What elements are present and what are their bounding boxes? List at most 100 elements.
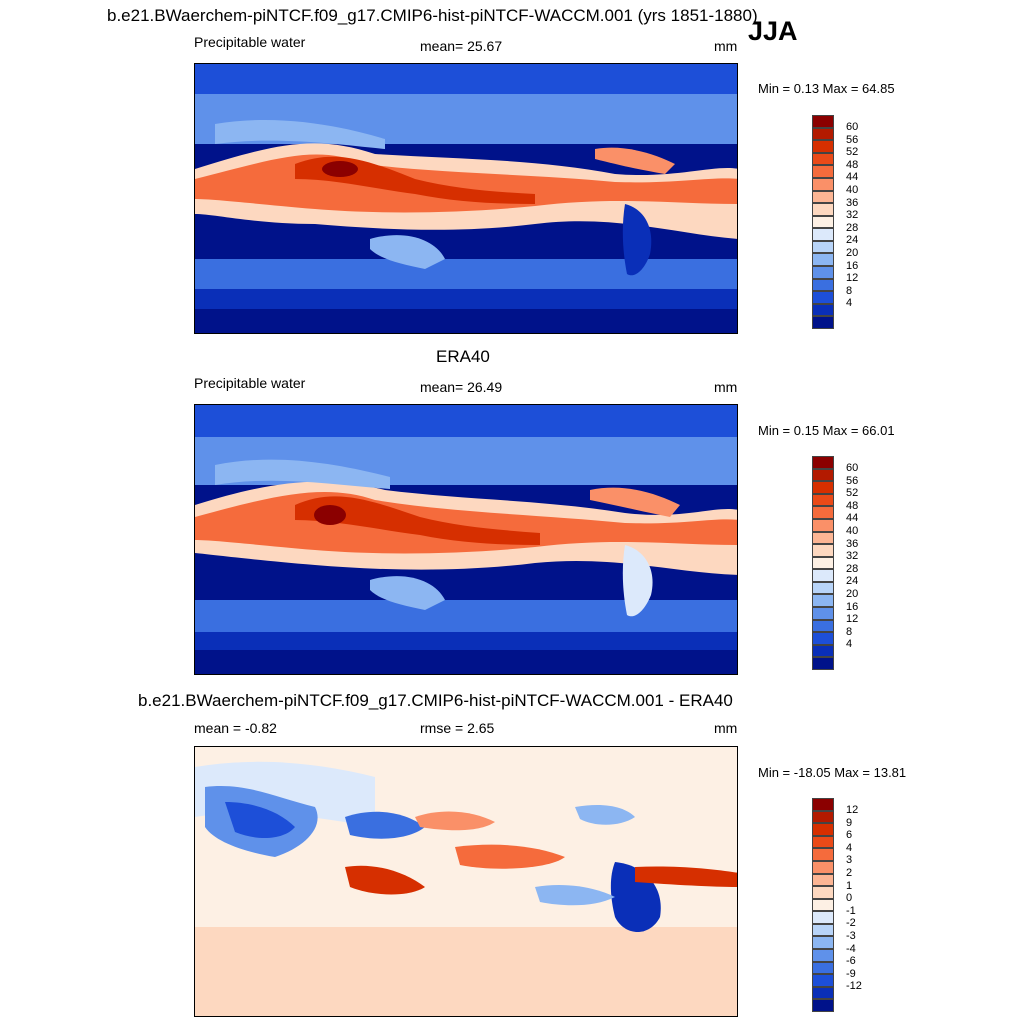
colorbar-label: 44 [846, 171, 859, 184]
colorbar-swatch [812, 203, 834, 216]
colorbar-swatch [812, 860, 834, 874]
colorbar-label: 1 [846, 879, 853, 892]
colorbar-label: -3 [846, 929, 856, 942]
colorbar-label: 24 [846, 234, 859, 247]
panel1-map [194, 63, 738, 334]
panel3-title: b.e21.BWaerchem-piNTCF.f09_g17.CMIP6-his… [138, 691, 733, 710]
colorbar-label: 3 [846, 854, 853, 867]
colorbar-swatch [812, 848, 834, 861]
colorbar-swatch [812, 140, 834, 153]
panel3-rmse-label: rmse = 2.65 [420, 720, 495, 736]
colorbar-swatch [812, 253, 834, 267]
panel2-variable-label: Precipitable water [194, 375, 306, 391]
colorbar-label: 0 [846, 892, 853, 905]
colorbar-swatch [812, 581, 834, 595]
colorbar-swatch [812, 115, 834, 128]
colorbar-label: 28 [846, 221, 859, 234]
colorbar-label: 56 [846, 474, 859, 487]
colorbar-swatch [812, 949, 834, 962]
colorbar-swatch [812, 177, 834, 191]
colorbar-swatch [812, 303, 834, 317]
panel2-units-label: mm [714, 379, 738, 395]
colorbar-swatch [812, 569, 834, 582]
colorbar-swatch [812, 999, 834, 1012]
colorbar-swatch [812, 531, 834, 545]
colorbar-swatch [812, 594, 834, 608]
panel3-minmax: Min = -18.05 Max = 13.81 [758, 765, 907, 780]
panel3-mean-label: mean = -0.82 [194, 720, 277, 736]
colorbar-swatch [812, 923, 834, 937]
panel3-map [194, 746, 738, 1017]
colorbar-swatch [812, 607, 834, 620]
colorbar-label: 36 [846, 196, 859, 209]
colorbar-label: 12 [846, 613, 859, 626]
colorbar-swatch [812, 657, 834, 670]
colorbar-label: -1 [846, 904, 856, 917]
colorbar-swatch [812, 316, 834, 329]
colorbar-label: 20 [846, 246, 859, 259]
colorbar-label: 52 [846, 146, 859, 159]
colorbar-swatch [812, 506, 834, 519]
colorbar-label: 32 [846, 209, 859, 222]
colorbar-label: 60 [846, 462, 859, 475]
colorbar-swatch [812, 823, 834, 836]
colorbar-label: 24 [846, 575, 859, 588]
colorbar-swatch [812, 240, 834, 254]
colorbar-label: -12 [846, 980, 862, 993]
colorbar-label: -2 [846, 917, 856, 930]
panel1-title: b.e21.BWaerchem-piNTCF.f09_g17.CMIP6-his… [107, 6, 758, 25]
colorbar-swatch [812, 493, 834, 507]
colorbar-label: 8 [846, 284, 853, 297]
colorbar-swatch [812, 215, 834, 229]
colorbar-swatch [812, 127, 834, 141]
colorbar-label: 20 [846, 587, 859, 600]
panel1-units-label: mm [714, 38, 738, 54]
colorbar-swatch [812, 810, 834, 824]
panel1-minmax: Min = 0.13 Max = 64.85 [758, 81, 895, 96]
colorbar-swatch [812, 456, 834, 469]
colorbar-swatch [812, 481, 834, 494]
colorbar-swatch [812, 518, 834, 532]
colorbar-label: 4 [846, 297, 853, 310]
colorbar-label: 32 [846, 550, 859, 563]
colorbar-swatch [812, 278, 834, 292]
colorbar-label: 60 [846, 121, 859, 134]
panel2-mean-label: mean= 26.49 [420, 379, 503, 395]
colorbar-label: -6 [846, 955, 856, 968]
colorbar-swatch [812, 190, 834, 204]
colorbar-label: 6 [846, 829, 853, 842]
panel2-title: ERA40 [436, 347, 490, 366]
colorbar-swatch [812, 291, 834, 304]
colorbar-swatch [812, 911, 834, 924]
colorbar-label: 28 [846, 562, 859, 575]
colorbar-label: 36 [846, 537, 859, 550]
colorbar-swatch [812, 936, 834, 950]
colorbar-label: 9 [846, 816, 853, 829]
colorbar-swatch [812, 898, 834, 912]
colorbar-swatch [812, 468, 834, 482]
colorbar-label: 40 [846, 184, 859, 197]
colorbar-label: 2 [846, 867, 853, 880]
panel3-units-label: mm [714, 720, 738, 736]
colorbar-label: -4 [846, 942, 856, 955]
colorbar-swatch [812, 873, 834, 887]
colorbar-label: 44 [846, 512, 859, 525]
colorbar-swatch [812, 644, 834, 658]
colorbar-label: 4 [846, 841, 853, 854]
panel2-minmax: Min = 0.15 Max = 66.01 [758, 423, 895, 438]
colorbar-label: 8 [846, 625, 853, 638]
colorbar-label: 16 [846, 600, 859, 613]
panel2-map [194, 404, 738, 675]
colorbar-label: 12 [846, 804, 859, 817]
colorbar-swatch [812, 556, 834, 570]
colorbar-label: 4 [846, 638, 853, 651]
colorbar-label: 40 [846, 525, 859, 538]
colorbar-label: 52 [846, 487, 859, 500]
colorbar-swatch [812, 266, 834, 279]
panel3-colorbar: 12 9 6 4 3 2 1 0 -1 -2 -3 -4 -6 -9 -12 [812, 798, 862, 1012]
colorbar-swatch [812, 961, 834, 975]
colorbar-label: 56 [846, 133, 859, 146]
colorbar-label: -9 [846, 967, 856, 980]
colorbar-swatch [812, 974, 834, 987]
panel1-colorbar: 60 56 52 48 44 40 36 32 28 24 20 16 12 8 4 [812, 115, 858, 329]
